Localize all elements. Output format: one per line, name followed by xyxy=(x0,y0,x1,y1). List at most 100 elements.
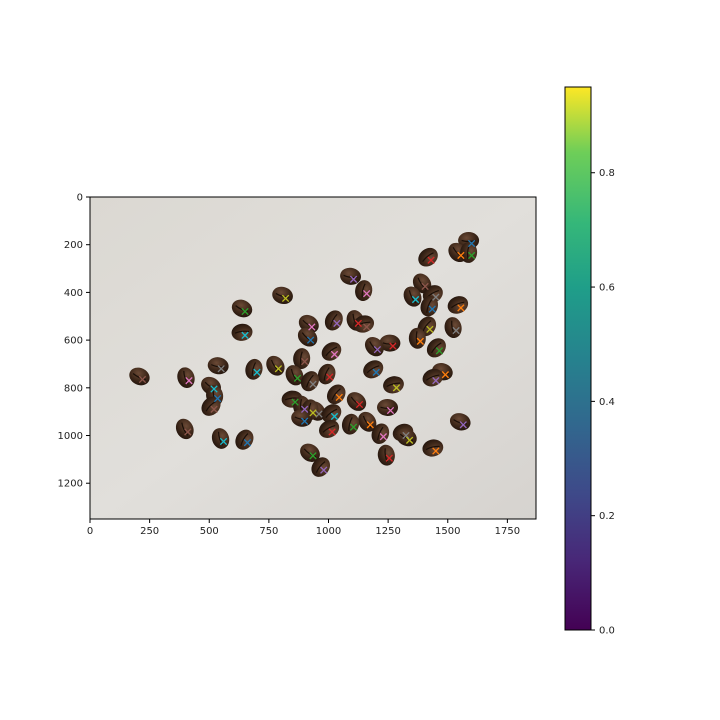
x-marker xyxy=(308,323,316,331)
colorbar-tick-label: 0.8 xyxy=(599,168,615,179)
x-tick-label: 500 xyxy=(200,526,219,537)
x-marker xyxy=(441,371,450,379)
y-tick-label: 1000 xyxy=(58,431,83,442)
x-marker xyxy=(389,342,397,350)
x-marker xyxy=(355,400,364,409)
x-marker xyxy=(281,294,290,303)
bean-crease xyxy=(217,431,224,446)
x-marker xyxy=(291,398,299,406)
bean-crease xyxy=(361,283,366,298)
bean-crease xyxy=(426,299,433,313)
x-marker xyxy=(326,373,334,381)
bean-crease xyxy=(425,445,440,451)
bean-crease xyxy=(431,342,442,354)
image-axes: 0 250 500 750 1000 1250 1500 1750 0 200 400 600 800… xyxy=(58,193,537,537)
x-marker xyxy=(328,428,336,436)
bean-crease xyxy=(356,321,371,327)
axes-frame xyxy=(89,196,537,520)
colorbar-tick-label: 0.4 xyxy=(599,397,615,408)
x-marker xyxy=(372,368,380,376)
bean-crease xyxy=(386,382,401,388)
x-marker xyxy=(333,319,341,328)
x-marker xyxy=(184,428,192,436)
x-marker xyxy=(243,439,252,447)
x-marker xyxy=(315,410,323,418)
y-tick-label: 0 xyxy=(77,193,83,204)
bean-crease xyxy=(377,426,384,441)
x-marker xyxy=(185,376,193,385)
x-tick-label: 0 xyxy=(87,526,93,537)
x-marker xyxy=(435,347,444,355)
y-axis: 0 200 400 600 800 1000 1200 xyxy=(58,193,90,490)
x-marker xyxy=(426,325,434,334)
bean-crease xyxy=(299,351,303,366)
colorbar-tick-label: 0.2 xyxy=(599,511,615,522)
colorbar-tick-label: 0.0 xyxy=(599,626,615,637)
bean-crease xyxy=(315,461,326,473)
x-marker xyxy=(467,251,476,260)
bean-crease xyxy=(325,346,338,357)
x-marker xyxy=(300,357,309,366)
bean-crease xyxy=(329,313,338,327)
x-tick-label: 1250 xyxy=(375,526,400,537)
bean-crease xyxy=(270,359,280,372)
colorbar-axis: 0.0 0.2 0.4 0.6 0.8 xyxy=(591,168,615,637)
x-marker xyxy=(427,256,435,264)
x-marker xyxy=(354,319,362,328)
x-marker xyxy=(432,376,440,385)
bean-crease xyxy=(183,370,189,385)
y-tick-label: 1200 xyxy=(58,479,83,490)
x-marker xyxy=(405,436,414,444)
x-marker xyxy=(330,350,339,359)
colorbar: 0.0 0.2 0.4 0.6 0.8 xyxy=(564,86,615,637)
bean-crease xyxy=(251,362,257,377)
bean-crease xyxy=(366,365,380,374)
x-marker xyxy=(309,452,317,460)
bean-crease xyxy=(306,374,314,388)
x-marker xyxy=(457,251,465,260)
x-marker xyxy=(373,345,382,354)
y-tick-label: 200 xyxy=(64,240,83,251)
y-tick-label: 400 xyxy=(64,288,83,299)
markers xyxy=(138,239,476,474)
x-marker xyxy=(363,289,371,298)
x-marker xyxy=(467,239,476,248)
x-marker xyxy=(379,433,388,441)
bean-crease xyxy=(303,448,316,458)
x-marker xyxy=(320,466,328,474)
x-tick-label: 1750 xyxy=(495,526,520,537)
x-marker xyxy=(386,406,395,415)
bean-crease xyxy=(294,416,309,421)
x-marker xyxy=(452,326,460,335)
x-marker xyxy=(349,423,358,431)
x-marker xyxy=(330,412,339,421)
x-marker xyxy=(300,405,309,413)
x-marker xyxy=(402,431,410,440)
bean-crease xyxy=(453,419,467,425)
bean-crease xyxy=(235,305,249,312)
x-marker xyxy=(366,421,374,429)
bean-crease xyxy=(240,433,249,446)
bean-crease xyxy=(399,433,413,441)
x-marker xyxy=(363,323,371,331)
x-marker xyxy=(432,447,440,455)
bean-crease xyxy=(331,388,341,401)
x-marker xyxy=(335,393,343,402)
bean-crease xyxy=(181,422,189,436)
y-tick-label: 600 xyxy=(64,336,83,347)
bean-crease xyxy=(132,373,146,381)
x-marker xyxy=(385,454,393,462)
x-marker xyxy=(392,384,401,392)
bean-crease xyxy=(302,319,315,329)
x-marker xyxy=(138,375,147,384)
x-marker xyxy=(457,304,465,312)
colorbar-tick-label: 0.6 xyxy=(599,283,615,294)
x-marker xyxy=(253,368,261,376)
x-tick-label: 750 xyxy=(259,526,278,537)
x-tick-label: 250 xyxy=(140,526,159,537)
x-marker xyxy=(309,380,317,388)
bean-crease xyxy=(417,277,427,290)
y-tick-label: 800 xyxy=(64,383,83,394)
bean-crease xyxy=(275,292,290,298)
x-marker xyxy=(293,374,302,382)
